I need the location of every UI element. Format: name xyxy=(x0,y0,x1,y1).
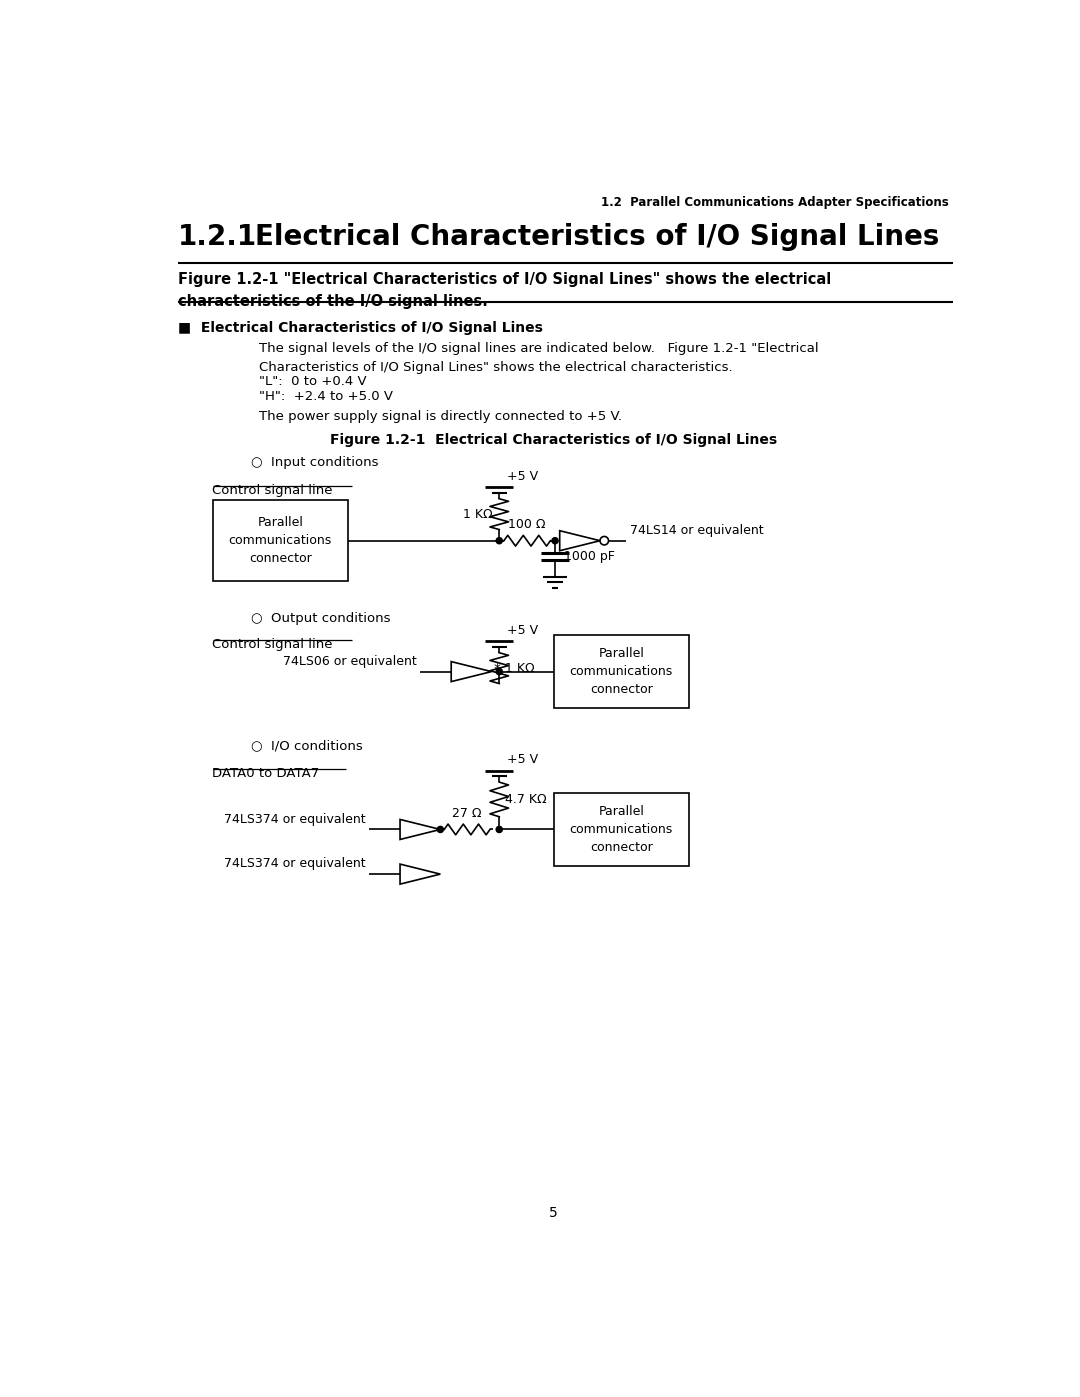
Circle shape xyxy=(437,827,444,833)
Text: Control signal line: Control signal line xyxy=(213,485,333,497)
Text: 1.2.1: 1.2.1 xyxy=(177,224,257,251)
Text: ■  Electrical Characteristics of I/O Signal Lines: ■ Electrical Characteristics of I/O Sign… xyxy=(177,321,542,335)
Text: 27 Ω: 27 Ω xyxy=(451,807,482,820)
Text: 74LS374 or equivalent: 74LS374 or equivalent xyxy=(224,813,365,826)
Text: +5 V: +5 V xyxy=(507,469,538,482)
Text: 100 Ω: 100 Ω xyxy=(509,518,545,531)
Text: 1000 pF: 1000 pF xyxy=(565,550,616,563)
Text: Control signal line: Control signal line xyxy=(213,638,333,651)
Circle shape xyxy=(552,538,558,543)
Text: Figure 1.2-1 "Electrical Characteristics of I/O Signal Lines" shows the electric: Figure 1.2-1 "Electrical Characteristics… xyxy=(177,271,831,309)
Text: "H":  +2.4 to +5.0 V: "H": +2.4 to +5.0 V xyxy=(259,390,393,404)
Text: The signal levels of the I/O signal lines are indicated below.   Figure 1.2-1 "E: The signal levels of the I/O signal line… xyxy=(259,342,819,374)
Text: +5 V: +5 V xyxy=(507,753,538,766)
Text: 74LS14 or equivalent: 74LS14 or equivalent xyxy=(630,524,764,536)
Text: 1 KΩ: 1 KΩ xyxy=(505,662,535,675)
Text: ○  Output conditions: ○ Output conditions xyxy=(252,612,391,624)
Text: 1 KΩ: 1 KΩ xyxy=(463,507,494,521)
Bar xyxy=(554,636,689,708)
Text: 4.7 KΩ: 4.7 KΩ xyxy=(505,793,548,806)
Text: ○  I/O conditions: ○ I/O conditions xyxy=(252,739,363,752)
Circle shape xyxy=(496,669,502,675)
Text: The power supply signal is directly connected to +5 V.: The power supply signal is directly conn… xyxy=(259,411,622,423)
Text: 74LS374 or equivalent: 74LS374 or equivalent xyxy=(224,858,365,870)
Bar xyxy=(554,793,689,866)
Bar xyxy=(213,500,348,581)
Text: Parallel
communications
connector: Parallel communications connector xyxy=(229,517,332,566)
Circle shape xyxy=(496,538,502,543)
Circle shape xyxy=(496,827,502,833)
Text: *: * xyxy=(494,662,501,676)
Text: "L":  0 to +0.4 V: "L": 0 to +0.4 V xyxy=(259,374,366,388)
Text: 5: 5 xyxy=(549,1206,558,1220)
Text: DATA0 to DATA7: DATA0 to DATA7 xyxy=(213,767,320,781)
Text: Figure 1.2-1  Electrical Characteristics of I/O Signal Lines: Figure 1.2-1 Electrical Characteristics … xyxy=(329,433,778,447)
Text: Parallel
communications
connector: Parallel communications connector xyxy=(569,805,673,854)
Text: 74LS06 or equivalent: 74LS06 or equivalent xyxy=(283,655,416,668)
Text: ○  Input conditions: ○ Input conditions xyxy=(252,457,379,469)
Text: Parallel
communications
connector: Parallel communications connector xyxy=(569,647,673,696)
Text: +5 V: +5 V xyxy=(507,623,538,637)
Text: 1.2  Parallel Communications Adapter Specifications: 1.2 Parallel Communications Adapter Spec… xyxy=(600,196,948,210)
Text: Electrical Characteristics of I/O Signal Lines: Electrical Characteristics of I/O Signal… xyxy=(255,224,940,251)
